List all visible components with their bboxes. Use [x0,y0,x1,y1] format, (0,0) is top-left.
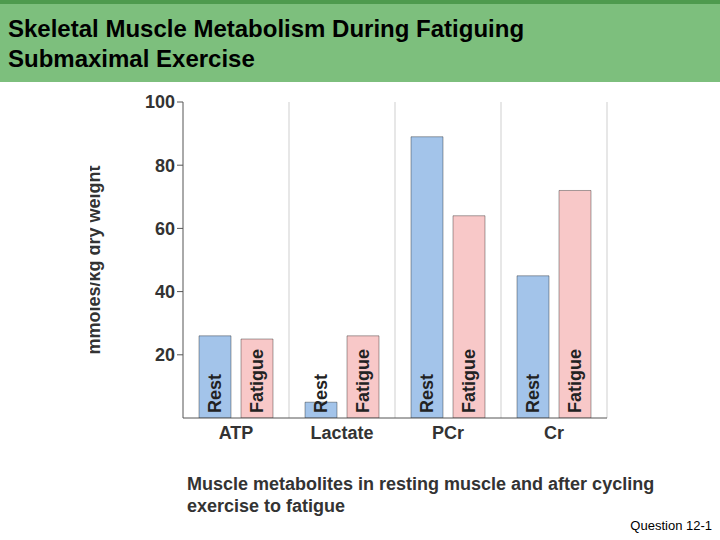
svg-text:Rest: Rest [523,374,543,413]
svg-text:Fatigue: Fatigue [565,349,585,413]
svg-text:Rest: Rest [417,374,437,413]
html-text:Muscle metabolites in resting: Muscle metabolites in resting muscle and… [187,474,655,516]
svg-text:20: 20 [155,345,175,365]
svg-text:60: 60 [155,219,175,239]
svg-text:Cr: Cr [544,423,564,443]
svg-text:Rest: Rest [205,374,225,413]
html-text:Skeletal Muscle Metabolism Dur: Skeletal Muscle Metabolism During Fatigu… [8,15,525,72]
svg-text:mmoles/kg dry weight: mmoles/kg dry weight [90,165,104,354]
html-text:Question 12-1: Question 12-1 [630,518,712,533]
svg-text:Rest: Rest [311,374,331,413]
svg-text:Fatigue: Fatigue [247,349,267,413]
svg-text:Lactate: Lactate [310,423,373,443]
svg-text:ATP: ATP [219,423,254,443]
svg-text:40: 40 [155,282,175,302]
svg-text:100: 100 [145,92,175,112]
svg-text:80: 80 [155,156,175,176]
svg-text:PCr: PCr [432,423,464,443]
svg-text:Fatigue: Fatigue [459,349,479,413]
svg-text:Fatigue: Fatigue [353,349,373,413]
